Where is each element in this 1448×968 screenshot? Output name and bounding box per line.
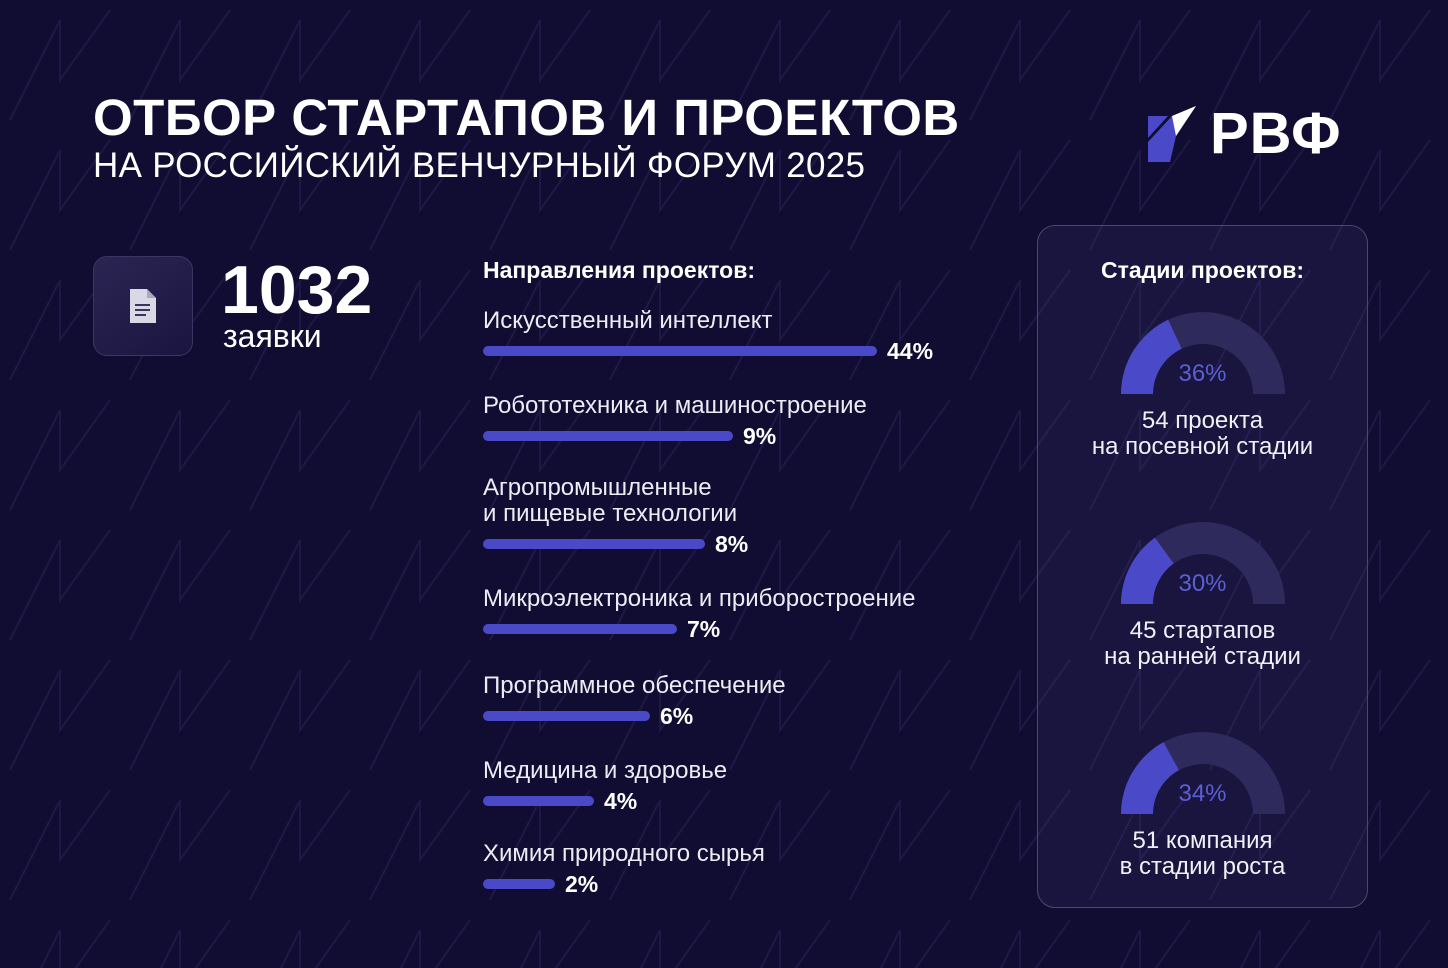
stage-gauge-svg bbox=[1120, 312, 1285, 394]
stage-subtitle: на посевной стадии bbox=[1091, 433, 1314, 460]
stage-gauge: 36% 54 проекта на посевной стадии bbox=[1038, 310, 1367, 460]
stage-subtitle: на ранней стадии bbox=[1104, 643, 1301, 670]
stage-gauge-svg bbox=[1120, 522, 1285, 604]
direction-bar bbox=[483, 431, 733, 441]
stage-title: 45 стартапов bbox=[1129, 617, 1276, 644]
stage-gauge: 30% 45 стартапов на ранней стадии bbox=[1038, 520, 1367, 670]
page-subtitle: НА РОССИЙСКИЙ ВЕНЧУРНЫЙ ФОРУМ 2025 bbox=[93, 146, 866, 185]
direction-label: Агропромышленные и пищевые технологии bbox=[483, 474, 738, 527]
direction-label: Робототехника и машиностроение bbox=[483, 392, 867, 419]
direction-label: Программное обеспечение bbox=[483, 672, 786, 699]
stage-gauge: 34% 51 компания в стадии роста bbox=[1038, 730, 1367, 880]
direction-value: 8% bbox=[715, 531, 749, 557]
direction-value: 7% bbox=[687, 616, 721, 642]
stage-title: 54 проекта bbox=[1141, 407, 1264, 434]
gauge-track bbox=[1120, 522, 1285, 604]
page-title: ОТБОР СТАРТАПОВ И ПРОЕКТОВ bbox=[93, 89, 960, 146]
directions-heading: Направления проектов: bbox=[483, 257, 756, 283]
document-icon bbox=[130, 289, 156, 323]
direction-value: 2% bbox=[565, 871, 599, 897]
gauge-fill bbox=[1120, 537, 1174, 604]
stage-title: 51 компания bbox=[1132, 827, 1273, 854]
logo-mark-icon bbox=[1148, 106, 1196, 162]
direction-item: Медицина и здоровье 4% bbox=[483, 758, 1003, 814]
direction-label: Медицина и здоровье bbox=[483, 757, 728, 784]
stages-panel: Стадии проектов: 36% 54 проекта на посевно… bbox=[1037, 225, 1368, 908]
direction-bar bbox=[483, 879, 555, 889]
direction-bar-row: 9% bbox=[483, 423, 1003, 449]
direction-bar-row: 44% bbox=[483, 338, 1003, 364]
direction-item: Микроэлектроника и приборостроение 7% bbox=[483, 586, 1003, 642]
direction-value: 6% bbox=[660, 703, 694, 729]
direction-bar bbox=[483, 346, 877, 356]
direction-bar-row: 8% bbox=[483, 531, 1003, 557]
direction-bar bbox=[483, 624, 677, 634]
direction-value: 4% bbox=[604, 788, 638, 814]
direction-bar-row: 6% bbox=[483, 703, 1003, 729]
gauge-fill bbox=[1120, 319, 1182, 394]
logo-text: РВФ bbox=[1210, 101, 1342, 166]
stage-percent: 34% bbox=[1178, 780, 1227, 807]
direction-value: 9% bbox=[743, 423, 777, 449]
direction-label: Искусственный интеллект bbox=[483, 307, 773, 334]
direction-bar bbox=[483, 796, 594, 806]
gauge-fill bbox=[1120, 742, 1179, 814]
direction-bar-row: 7% bbox=[483, 616, 1003, 642]
direction-bar bbox=[483, 539, 705, 549]
applications-count: 1032 bbox=[221, 252, 373, 328]
direction-value: 44% bbox=[887, 338, 934, 364]
direction-item: Робототехника и машиностроение 9% bbox=[483, 393, 1003, 449]
stage-subtitle: в стадии роста bbox=[1119, 853, 1286, 880]
direction-item: Агропромышленные и пищевые технологии 8% bbox=[483, 475, 1003, 557]
direction-item: Искусственный интеллект 44% bbox=[483, 308, 1003, 364]
direction-label: Микроэлектроника и приборостроение bbox=[483, 585, 916, 612]
direction-bar-row: 4% bbox=[483, 788, 1003, 814]
stage-gauge-svg bbox=[1120, 732, 1285, 814]
direction-item: Химия природного сырья 2% bbox=[483, 841, 1003, 897]
stages-heading: Стадии проектов: bbox=[1100, 257, 1305, 283]
rvf-logo: РВФ bbox=[1146, 104, 1342, 164]
stage-percent: 36% bbox=[1178, 360, 1227, 387]
stage-percent: 30% bbox=[1178, 570, 1227, 597]
direction-bar-row: 2% bbox=[483, 871, 1003, 897]
direction-bar bbox=[483, 711, 650, 721]
direction-item: Программное обеспечение 6% bbox=[483, 673, 1003, 729]
direction-label: Химия природного сырья bbox=[483, 840, 765, 867]
applications-label: заявки bbox=[223, 318, 322, 354]
document-icon-box bbox=[93, 256, 193, 356]
